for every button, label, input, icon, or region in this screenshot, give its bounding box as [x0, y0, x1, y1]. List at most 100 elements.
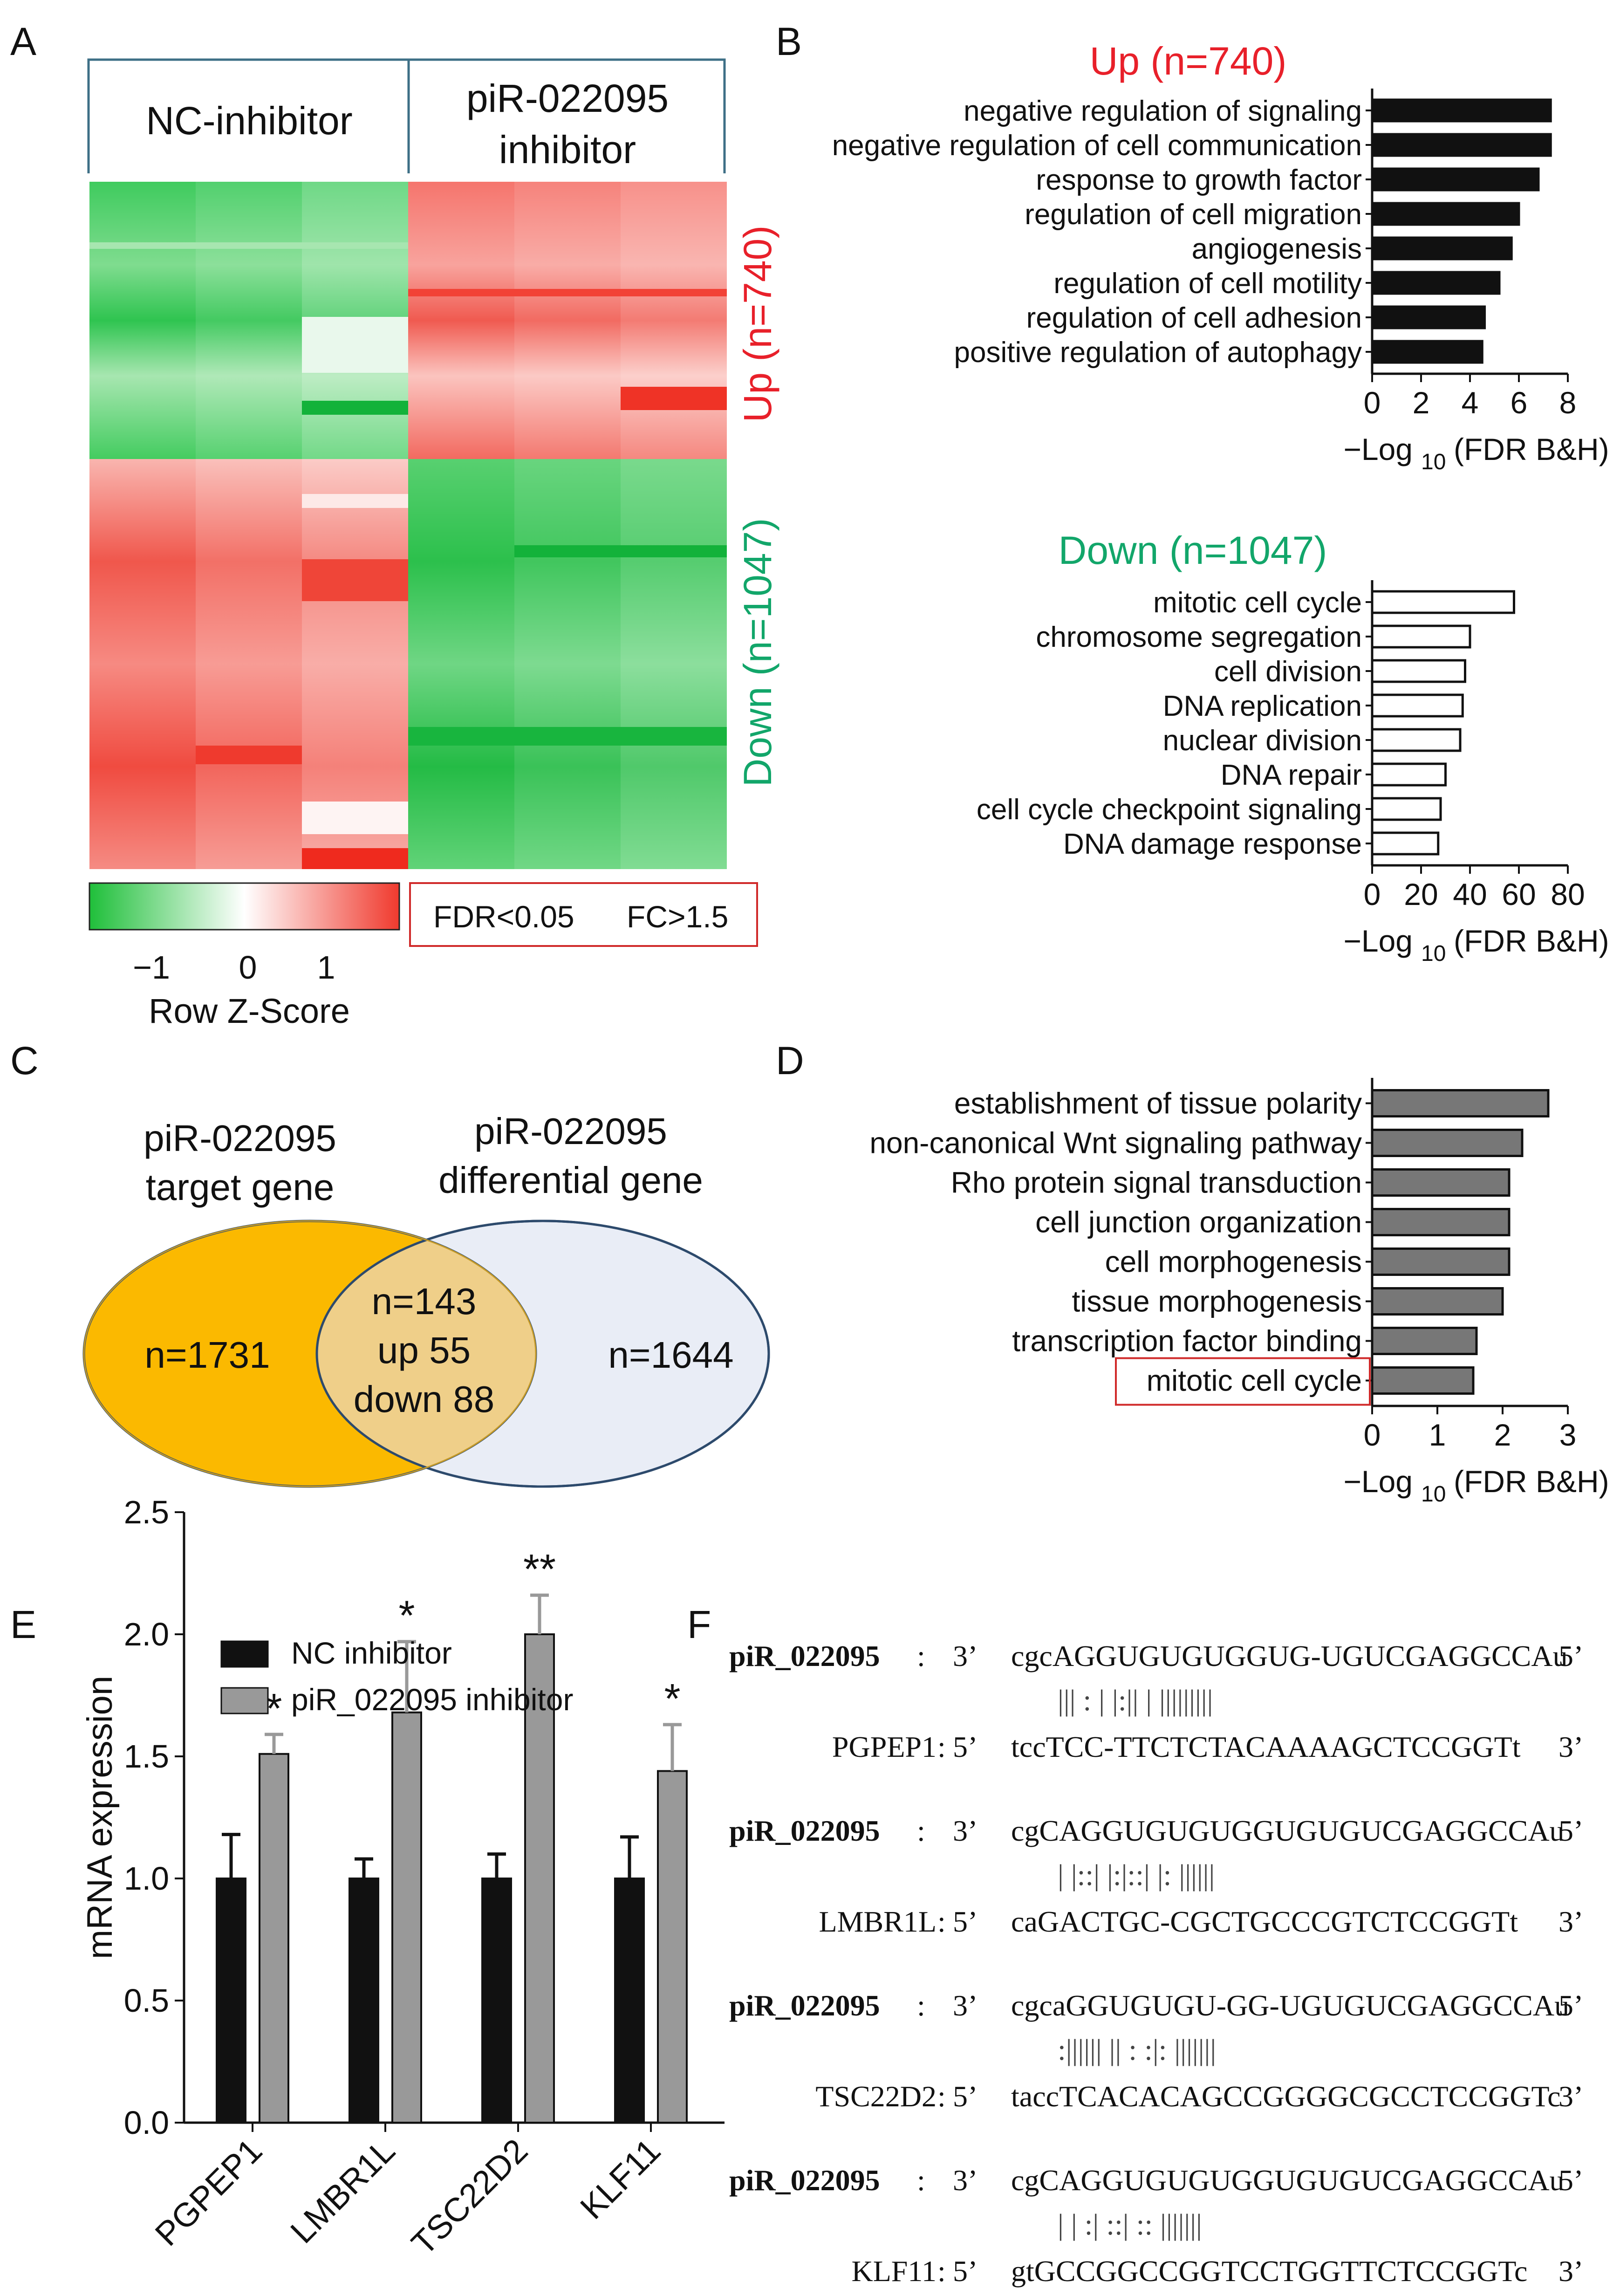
column-label-pir-line1: piR-022095: [466, 76, 669, 120]
heatmap-stripe: [621, 387, 727, 410]
panel-label-d: D: [776, 1039, 804, 1083]
target-name: KLF11: [851, 2255, 936, 2288]
bar: [614, 1878, 645, 2124]
panel-label-c: C: [10, 1039, 39, 1083]
panel-a-heatmap: NC-inhibitor piR-022095 inhibitor: [87, 58, 779, 1030]
bar: [1371, 133, 1552, 157]
x-tick-label: 20: [1404, 877, 1438, 912]
x-axis-label-main: −Log: [1343, 432, 1413, 466]
venn-right-outline: [315, 1220, 770, 1488]
x-axis-label-sub: 10: [1421, 941, 1446, 966]
heatmap-cell-down-pir-2: [514, 459, 621, 869]
panel-e-chart: 0.0 0.5 1.0 1.5 2.0 2.5 mRNA expression * PGPEP1…: [80, 1494, 725, 2262]
heatmap-cell-down-nc-1: [89, 459, 196, 869]
chart-title: Up (n=740): [1090, 39, 1287, 83]
heatmap-stripe: [89, 242, 408, 249]
target-sequence: gtGCCGGCCGGTCCTGGTTCTCCGGTc: [1011, 2255, 1527, 2288]
pir-end-3: 3’: [953, 2164, 977, 2197]
venn-overlap: [317, 1221, 536, 1487]
x-tick-label: 2: [1494, 1418, 1511, 1452]
bar: [216, 1878, 246, 2124]
target-end-3: 3’: [1558, 1730, 1583, 1763]
heatmap-cell-up-pir-3: [621, 182, 727, 459]
filter-fc: FC>1.5: [627, 899, 728, 934]
y-tick-label: 1.0: [124, 1860, 169, 1897]
up-cluster-label: Up (n=740): [736, 226, 779, 423]
heatmap-stripe: [514, 545, 727, 557]
venn-left-count: n=1731: [144, 1334, 270, 1376]
y-tick-label: 0.0: [124, 2104, 169, 2141]
pir-name: piR_022095: [729, 1814, 880, 1847]
bar: [349, 1878, 379, 2124]
x-tick-label: 0: [1364, 877, 1381, 912]
heatmap-stripe: [302, 317, 408, 373]
heatmap-stripe: [408, 289, 727, 296]
target-end-5: 5’: [953, 2080, 977, 2113]
heatmap-cell-down-nc-2: [196, 459, 302, 869]
base-pairing: ||| : | |:|| | |||||||||: [1058, 1684, 1213, 1717]
target-name: TSC22D2: [815, 2080, 936, 2113]
bar: [1371, 202, 1520, 226]
bar: [1371, 1247, 1511, 1276]
bar: [1371, 340, 1483, 364]
panel-label-a: A: [10, 20, 36, 63]
category-label: DNA repair: [1221, 759, 1362, 791]
colorbar-title: Row Z-Score: [149, 992, 350, 1030]
y-tick-label: 1.5: [124, 1738, 169, 1775]
heatmap-stripe: [302, 494, 408, 508]
legend-swatch: [220, 1687, 269, 1714]
bar: [1371, 1287, 1504, 1316]
significance-mark: *: [398, 1593, 415, 1639]
filter-box: [409, 882, 758, 947]
colorbar-tick: 0: [239, 949, 257, 986]
x-tick-label: 40: [1453, 877, 1487, 912]
colorbar-tick: −1: [133, 949, 170, 986]
heatmap-cell-up-pir-1: [408, 182, 514, 459]
panel-b-down-chart: Down (n=1047) mitotic cell cyclechromosom…: [977, 528, 1609, 966]
x-tick-label: 0: [1364, 1418, 1381, 1452]
pir-sequence: cgcaGGUGUGU-GG-UGUGUCGAGGCCAu: [1011, 1989, 1569, 2022]
category-label: chromosome segregation: [1036, 621, 1362, 653]
target-end-5: 5’: [953, 1730, 977, 1763]
heatmap-stripe: [302, 559, 408, 601]
pir-end-3: 3’: [953, 1639, 977, 1672]
pir-name: piR_022095: [729, 1989, 880, 2022]
panel-d-chart: establishment of tissue polarity non-cano…: [869, 1078, 1609, 1507]
target-end-3: 3’: [1558, 2080, 1583, 2113]
target-sequence: taccTCACACAGCCGGGGCGCCTCCGGTc: [1011, 2080, 1561, 2113]
heatmap-stripe: [302, 848, 408, 869]
highlight-box: [1115, 1357, 1371, 1406]
x-axis-label-sub: 10: [1421, 1482, 1446, 1507]
pir-end-5: 5’: [1558, 2164, 1583, 2197]
legend-swatch: [220, 1640, 269, 1668]
bar: [1371, 1089, 1550, 1117]
x-axis-label-sub: 10: [1421, 450, 1446, 474]
group-bracket: [87, 58, 726, 173]
heatmap-stripe: [302, 401, 408, 415]
venn-left-title-2: target gene: [146, 1166, 335, 1208]
target-end-5: 5’: [953, 1905, 977, 1938]
x-tick-label: 6: [1511, 385, 1528, 420]
bar: [1371, 590, 1515, 614]
category-label: cell morphogenesis: [1105, 1245, 1362, 1279]
heatmap-stripe: [302, 802, 408, 834]
y-tick-label: 0.5: [124, 1982, 169, 2019]
pir-colon: :: [917, 2164, 925, 2197]
pir-sequence: cgcAGGUGUGUGGUG-UGUCGAGGCCAu: [1011, 1639, 1568, 1672]
heatmap-cell-down-nc-3: [302, 459, 408, 869]
bar: [1371, 167, 1540, 192]
x-axis-label-main: −Log: [1343, 1464, 1413, 1499]
bar: [1371, 1168, 1511, 1197]
category-label: TSC22D2: [404, 2132, 535, 2262]
x-axis-label-rest: (FDR B&H): [1454, 1464, 1609, 1499]
legend-label: piR_022095 inhibitor: [291, 1682, 573, 1717]
category-label: Rho protein signal transduction: [951, 1166, 1362, 1199]
category-label: DNA damage response: [1063, 828, 1362, 860]
bar: [1371, 693, 1464, 718]
pir-sequence: cgCAGGUGUGUGGUGUGUCGAGGCCAu: [1011, 2164, 1565, 2197]
target-sequence: tccTCC-TTCTCTACAAAAGCTCCGGTt: [1011, 1730, 1521, 1763]
panel-b-up-chart: Up (n=740) negative regulation of signali…: [832, 39, 1609, 474]
pir-end-5: 5’: [1558, 1639, 1583, 1672]
bar: [1371, 762, 1447, 787]
category-label: DNA replication: [1163, 690, 1362, 722]
